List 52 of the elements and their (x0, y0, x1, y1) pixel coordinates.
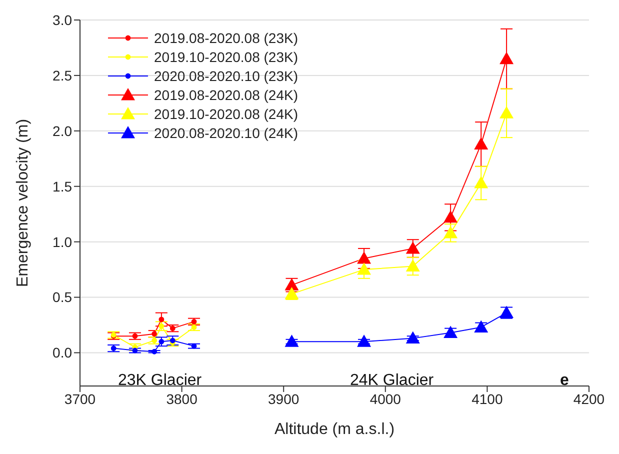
point (444, 326, 458, 338)
point (284, 334, 299, 347)
y-tick-label: 3.0 (52, 12, 72, 28)
annotation: 23K Glacier (118, 372, 202, 390)
point (406, 259, 420, 272)
x-axis-title: Altitude (m a.s.l.) (274, 421, 395, 438)
legend-label: 2020.08-2020.10 (24K) (154, 124, 298, 140)
y-tick-label: 1.5 (52, 178, 72, 194)
point (191, 343, 197, 349)
point (444, 210, 458, 223)
point (357, 334, 372, 347)
y-tick-label: 0.0 (52, 344, 72, 361)
point (152, 338, 158, 344)
legend-label: 2019.08-2020.08 (24K) (154, 86, 298, 102)
annotation: 24K Glacier (350, 372, 434, 390)
point (158, 338, 164, 344)
annotation: e (560, 372, 569, 390)
x-tick-label: 3900 (268, 390, 300, 407)
point (152, 348, 158, 354)
point (170, 326, 176, 332)
point (500, 52, 514, 64)
y-axis-title: Emergence velocity (m) (14, 118, 32, 288)
point (158, 323, 164, 329)
point (132, 348, 138, 354)
legend-label: 2019.10-2020.08 (23K) (154, 48, 298, 64)
point (357, 262, 372, 275)
point (500, 106, 514, 118)
point (170, 338, 176, 344)
point (191, 324, 197, 330)
point (406, 331, 420, 344)
y-tick-label: 2.0 (52, 122, 72, 139)
x-tick-label: 4000 (370, 390, 402, 407)
point (110, 346, 116, 351)
y-tick-label: 1.0 (52, 234, 72, 250)
point (406, 241, 420, 254)
x-tick-label: 3800 (166, 390, 198, 407)
x-tick-label: 4100 (472, 390, 503, 407)
legend-label: 2019.10-2020.08 (24K) (154, 106, 298, 122)
y-tick-label: 0.5 (52, 289, 72, 306)
legend-label: 2019.08-2020.08 (23K) (154, 30, 298, 46)
point (474, 137, 488, 150)
legend-label: 2020.08-2020.10 (23K) (154, 68, 298, 84)
point (474, 176, 488, 188)
point (191, 318, 197, 324)
x-tick-label: 3700 (64, 390, 96, 407)
point (158, 316, 164, 322)
y-tick-label: 2.5 (52, 67, 72, 84)
point (357, 251, 372, 264)
point (132, 333, 138, 339)
point (444, 226, 458, 238)
point (152, 331, 158, 337)
x-tick-label: 4200 (573, 390, 605, 407)
